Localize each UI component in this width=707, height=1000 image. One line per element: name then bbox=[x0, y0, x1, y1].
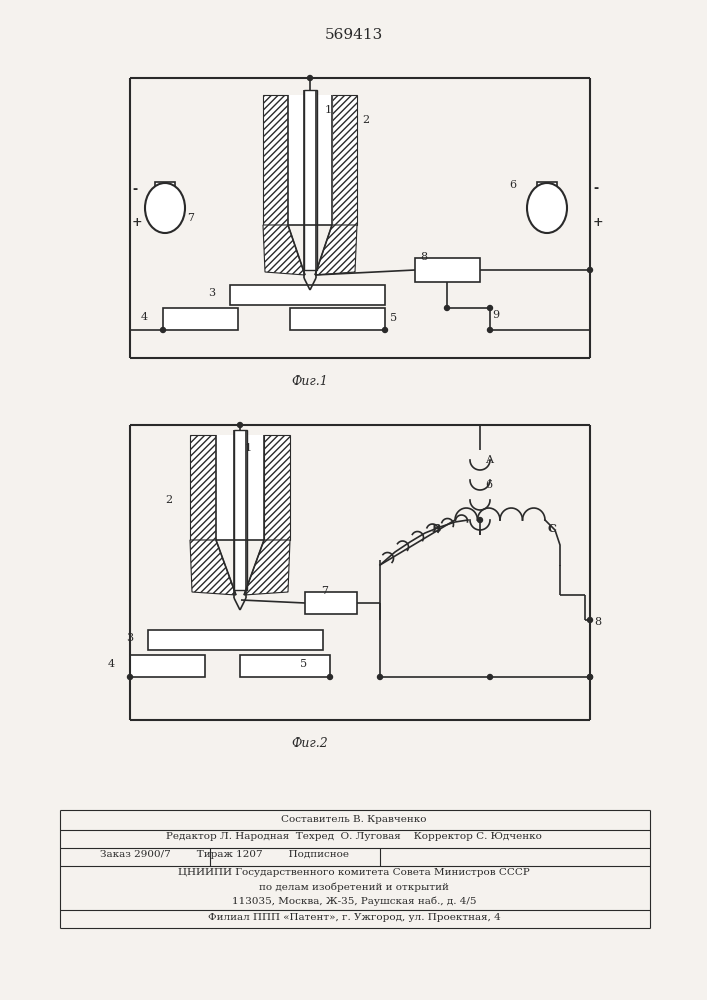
Circle shape bbox=[588, 267, 592, 272]
Text: Редактор Л. Народная  Техред  О. Луговая    Корректор С. Юдченко: Редактор Л. Народная Техред О. Луговая К… bbox=[166, 832, 542, 841]
Circle shape bbox=[588, 674, 592, 680]
Bar bbox=[305, 592, 357, 614]
Text: 8: 8 bbox=[594, 617, 601, 627]
Text: C: C bbox=[548, 523, 557, 534]
Text: Фиг.1: Фиг.1 bbox=[291, 375, 328, 388]
Bar bbox=[537, 213, 557, 221]
Bar bbox=[155, 213, 175, 221]
Text: 2: 2 bbox=[165, 495, 172, 505]
Bar bbox=[290, 308, 385, 330]
Bar bbox=[230, 285, 385, 305]
Circle shape bbox=[238, 422, 243, 428]
Circle shape bbox=[477, 518, 482, 522]
Bar bbox=[190, 435, 216, 540]
Text: по делам изобретений и открытий: по делам изобретений и открытий bbox=[259, 882, 449, 892]
Circle shape bbox=[378, 674, 382, 680]
Bar bbox=[537, 182, 557, 190]
Bar bbox=[234, 430, 247, 590]
Text: 4: 4 bbox=[141, 312, 148, 322]
Text: B: B bbox=[432, 523, 441, 534]
Text: A: A bbox=[485, 455, 493, 465]
Text: ЦНИИПИ Государственного комитета Совета Министров СССР: ЦНИИПИ Государственного комитета Совета … bbox=[178, 868, 530, 877]
Circle shape bbox=[588, 617, 592, 622]
Text: -: - bbox=[132, 183, 137, 196]
Bar bbox=[263, 95, 288, 225]
Text: +: + bbox=[132, 216, 143, 229]
Text: Составитель В. Кравченко: Составитель В. Кравченко bbox=[281, 815, 427, 824]
Ellipse shape bbox=[145, 183, 185, 233]
Circle shape bbox=[308, 76, 312, 81]
Bar bbox=[288, 95, 333, 225]
Circle shape bbox=[382, 328, 387, 332]
Polygon shape bbox=[190, 540, 236, 595]
Text: -: - bbox=[593, 182, 598, 195]
Text: 1: 1 bbox=[325, 105, 332, 115]
Text: 113035, Москва, Ж-35, Раушская наб., д. 4/5: 113035, Москва, Ж-35, Раушская наб., д. … bbox=[232, 896, 477, 906]
Text: 6: 6 bbox=[509, 180, 516, 190]
Circle shape bbox=[327, 674, 332, 680]
Text: 4: 4 bbox=[108, 659, 115, 669]
Text: Филиал ППП «Патент», г. Ужгород, ул. Проектная, 4: Филиал ППП «Патент», г. Ужгород, ул. Про… bbox=[208, 913, 501, 922]
Text: 8: 8 bbox=[420, 252, 427, 262]
Text: 3: 3 bbox=[126, 633, 133, 643]
Polygon shape bbox=[263, 225, 305, 275]
Circle shape bbox=[160, 328, 165, 332]
Text: 5: 5 bbox=[390, 313, 397, 323]
Circle shape bbox=[488, 306, 493, 310]
Text: 6: 6 bbox=[485, 480, 492, 490]
Text: Фиг.2: Фиг.2 bbox=[291, 737, 328, 750]
Circle shape bbox=[588, 674, 592, 680]
Text: 9: 9 bbox=[492, 310, 499, 320]
Bar bbox=[163, 308, 238, 330]
Bar bbox=[240, 655, 330, 677]
Polygon shape bbox=[315, 225, 357, 275]
Text: 5: 5 bbox=[300, 659, 307, 669]
Text: 569413: 569413 bbox=[325, 28, 383, 42]
Bar bbox=[304, 90, 317, 270]
Text: 1: 1 bbox=[245, 443, 252, 453]
Circle shape bbox=[488, 328, 493, 332]
Text: Заказ 2900/7        Тираж 1207        Подписное: Заказ 2900/7 Тираж 1207 Подписное bbox=[100, 850, 349, 859]
Bar bbox=[415, 258, 480, 282]
Bar bbox=[264, 435, 290, 540]
Text: 3: 3 bbox=[208, 288, 215, 298]
Text: +: + bbox=[593, 216, 604, 229]
Circle shape bbox=[488, 674, 493, 680]
Circle shape bbox=[127, 674, 132, 680]
Bar bbox=[148, 630, 323, 650]
Text: 7: 7 bbox=[322, 586, 329, 596]
Ellipse shape bbox=[527, 183, 567, 233]
Bar bbox=[332, 95, 357, 225]
Bar bbox=[130, 655, 205, 677]
Text: 2: 2 bbox=[362, 115, 369, 125]
Text: 7: 7 bbox=[187, 213, 194, 223]
Bar bbox=[155, 182, 175, 190]
Bar bbox=[216, 435, 264, 540]
Circle shape bbox=[445, 306, 450, 310]
Polygon shape bbox=[244, 540, 290, 595]
